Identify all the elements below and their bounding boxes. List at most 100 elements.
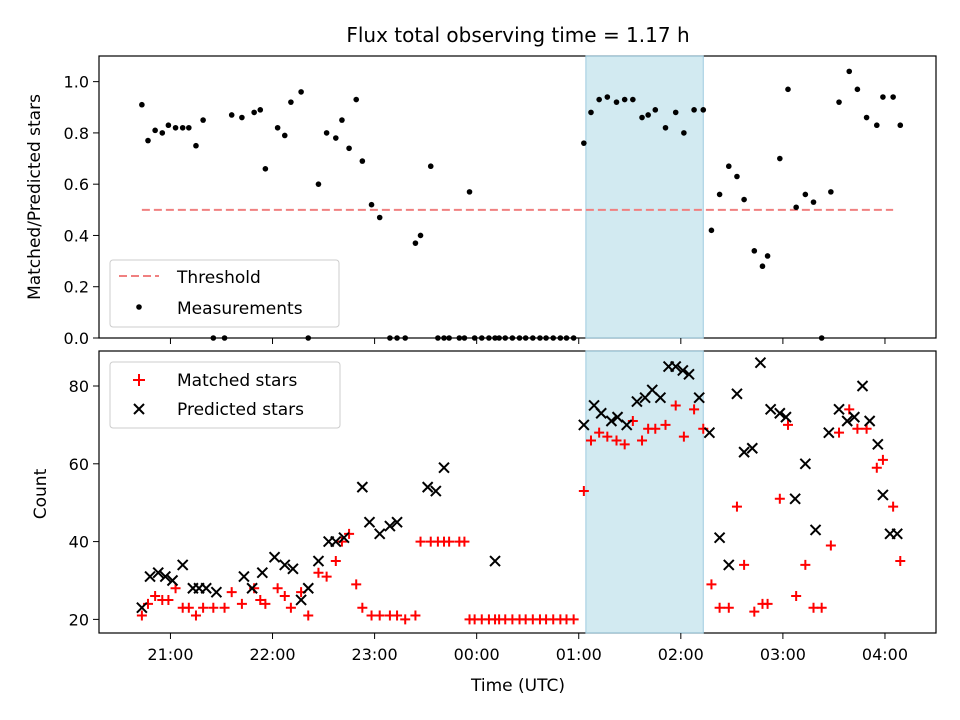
predicted-star-point	[200, 582, 212, 594]
measurement-point	[305, 335, 312, 341]
measurement-point	[700, 107, 707, 113]
matched-star-point	[678, 431, 689, 442]
predicted-star-point	[356, 481, 369, 493]
ratio-highlight-span	[585, 55, 704, 339]
measurement-point	[777, 155, 783, 162]
matched-star-point	[136, 610, 147, 621]
measurement-point	[516, 335, 523, 341]
matched-star-point	[351, 579, 362, 590]
y-tick-label: 0.8	[64, 124, 89, 143]
matched-star-point	[877, 454, 888, 465]
matched-star-point	[739, 559, 750, 570]
measurement-point	[315, 181, 322, 187]
matched-star-point	[723, 602, 734, 613]
predicted-star-point	[856, 380, 869, 392]
predicted-star-point	[605, 415, 618, 427]
matched-star-point	[260, 598, 271, 609]
measurement-point	[152, 127, 158, 134]
predicted-star-point	[848, 411, 861, 423]
predicted-star-point	[578, 419, 590, 431]
predicted-star-point	[302, 582, 314, 594]
x-tick-label: 21:00	[147, 645, 193, 664]
matched-star-point	[183, 602, 194, 613]
x-tick-label: 22:00	[249, 645, 295, 664]
matched-star-point	[303, 610, 314, 621]
predicted-star-point	[136, 602, 148, 614]
predicted-stars-series	[136, 356, 903, 614]
matched-star-point	[190, 610, 201, 621]
predicted-star-point	[841, 415, 853, 427]
y-tick-label: 20	[69, 610, 89, 629]
measurement-point	[353, 96, 360, 103]
measurement-point	[471, 335, 478, 341]
predicted-star-point	[891, 528, 903, 540]
matched-star-point	[444, 536, 455, 547]
matched-star-point	[888, 501, 899, 512]
predicted-star-point	[330, 535, 342, 548]
x-tick-label: 03:00	[760, 645, 806, 664]
measurement-point	[785, 86, 791, 93]
matched-star-point	[800, 559, 811, 570]
predicted-star-point	[654, 391, 667, 404]
predicted-star-point	[144, 570, 156, 583]
count-panel: 20 40 60 80 21:00 22:00 23:00 00:00 01:00 02:00 0…	[31, 350, 937, 696]
matched-star-point	[749, 606, 760, 617]
matched-star-point	[330, 556, 341, 567]
measurement-point	[764, 253, 771, 259]
measurement-point	[172, 124, 179, 131]
matched-star-point	[336, 536, 347, 547]
predicted-star-point	[489, 555, 501, 567]
predicted-star-point	[391, 516, 403, 528]
matched-star-point	[834, 427, 845, 438]
measurement-point	[394, 335, 400, 341]
predicted-star-point	[670, 360, 682, 373]
measurement-point	[751, 248, 758, 254]
matched-star-point	[825, 540, 836, 551]
predicted-star-point	[256, 567, 269, 579]
measurement-point	[691, 107, 697, 113]
y-tick-label: 0.0	[64, 329, 89, 348]
measurement-point	[734, 173, 740, 180]
matched-star-point	[357, 602, 368, 613]
count-x-axis-label: Time (UTC)	[470, 676, 565, 696]
predicted-star-point	[279, 559, 291, 571]
matched-star-point	[706, 579, 717, 590]
count-legend-box	[109, 361, 341, 429]
measurement-point	[441, 335, 447, 341]
predicted-star-point	[595, 407, 607, 419]
measurement-point	[186, 124, 192, 131]
predicted-star-point	[738, 446, 750, 458]
ratio-legend-box	[109, 259, 340, 328]
measurement-point	[890, 94, 896, 100]
observing-span	[585, 350, 704, 634]
measurement-point	[522, 335, 529, 341]
measurement-point	[221, 335, 228, 341]
matched-star-point	[611, 435, 622, 446]
predicted-star-point	[780, 411, 792, 423]
observing-span	[585, 55, 704, 339]
measurement-point	[639, 114, 645, 121]
measurement-point	[563, 335, 570, 341]
measurement-point	[662, 124, 669, 131]
predicted-star-point	[774, 407, 786, 419]
figure-title: Flux total observing time = 1.17 h	[346, 23, 689, 47]
measurement-point	[550, 335, 557, 341]
measurement-point	[509, 335, 516, 341]
measurement-point	[461, 335, 468, 341]
measurement-point	[828, 189, 834, 195]
measurement-point	[376, 214, 383, 221]
y-tick-label: 80	[69, 377, 89, 396]
count-x-ticks: 21:00 22:00 23:00 00:00 01:00 02:00 03:00 04:00	[147, 633, 908, 664]
matched-star-point	[415, 536, 426, 547]
measurement-point	[645, 112, 651, 118]
measurement-point	[810, 199, 817, 205]
measurements-series	[139, 68, 904, 341]
matched-star-point	[852, 423, 863, 434]
predicted-star-point	[621, 419, 633, 431]
matched-star-point	[219, 602, 230, 613]
legend-predicted-label: Predicted stars	[177, 400, 304, 420]
matched-star-point	[871, 462, 882, 473]
measurement-point	[818, 335, 825, 341]
legend-matched-swatch	[133, 374, 145, 386]
measurement-point	[588, 109, 594, 116]
